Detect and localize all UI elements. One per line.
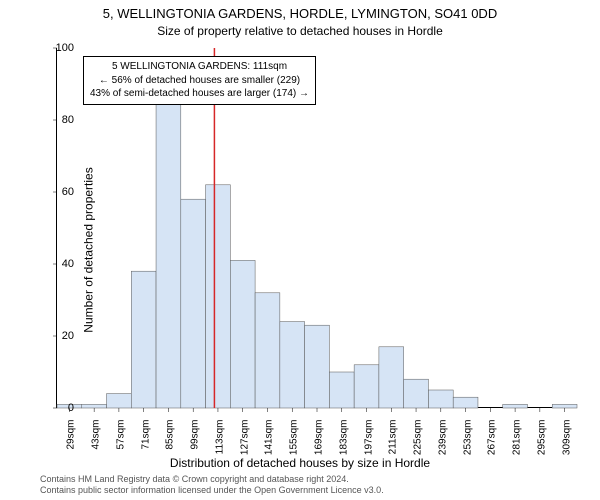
histogram-bar — [280, 322, 305, 408]
y-tick-label: 40 — [46, 258, 74, 270]
footer-line1: Contains HM Land Registry data © Crown c… — [40, 474, 349, 484]
x-tick-label: 253sqm — [462, 420, 473, 456]
histogram-bar — [107, 394, 132, 408]
y-tick-label: 20 — [46, 330, 74, 342]
annotation-line: 5 WELLINGTONIA GARDENS: 111sqm — [112, 61, 287, 72]
x-axis-label: Distribution of detached houses by size … — [0, 456, 600, 470]
histogram-bar — [329, 372, 354, 408]
y-tick-label: 60 — [46, 186, 74, 198]
histogram-bar — [428, 390, 453, 408]
x-tick-label: 43sqm — [91, 420, 102, 450]
y-tick-label: 0 — [46, 402, 74, 414]
x-tick-label: 309sqm — [561, 420, 572, 456]
footer-text: Contains HM Land Registry data © Crown c… — [40, 474, 384, 497]
x-tick-label: 295sqm — [536, 420, 547, 456]
histogram-bar — [206, 185, 231, 408]
histogram-bar — [181, 199, 206, 408]
x-tick-label: 169sqm — [314, 420, 325, 456]
annotation-box: 5 WELLINGTONIA GARDENS: 111sqm ← 56% of d… — [83, 56, 316, 105]
footer-line2: Contains public sector information licen… — [40, 485, 384, 495]
x-tick-label: 71sqm — [140, 420, 151, 450]
x-tick-label: 29sqm — [66, 420, 77, 450]
y-tick-label: 100 — [46, 42, 74, 54]
x-tick-label: 155sqm — [289, 420, 300, 456]
x-tick-label: 225sqm — [413, 420, 424, 456]
y-tick-label: 80 — [46, 114, 74, 126]
x-tick-label: 239sqm — [437, 420, 448, 456]
histogram-bar — [503, 404, 528, 408]
histogram-bar — [453, 397, 478, 408]
histogram-bar — [354, 365, 379, 408]
x-tick-label: 99sqm — [190, 420, 201, 450]
histogram-bar — [404, 379, 429, 408]
histogram-bar — [82, 404, 107, 408]
x-tick-label: 141sqm — [264, 420, 275, 456]
histogram-bar — [156, 98, 181, 408]
annotation-line: 43% of semi-detached houses are larger (… — [90, 88, 309, 99]
histogram-bar — [131, 271, 156, 408]
chart-container: 5, WELLINGTONIA GARDENS, HORDLE, LYMINGT… — [0, 0, 600, 500]
x-tick-label: 267sqm — [487, 420, 498, 456]
chart-subtitle: Size of property relative to detached ho… — [0, 24, 600, 38]
x-tick-label: 197sqm — [363, 420, 374, 456]
x-tick-label: 85sqm — [165, 420, 176, 450]
x-tick-label: 57sqm — [115, 420, 126, 450]
x-tick-label: 281sqm — [512, 420, 523, 456]
x-tick-label: 113sqm — [214, 420, 225, 455]
x-tick-label: 183sqm — [338, 420, 349, 456]
annotation-line: ← 56% of detached houses are smaller (22… — [99, 75, 300, 86]
histogram-bar — [305, 325, 330, 408]
x-tick-label: 127sqm — [239, 420, 250, 456]
histogram-bar — [379, 347, 404, 408]
histogram-bar — [255, 293, 280, 408]
chart-title: 5, WELLINGTONIA GARDENS, HORDLE, LYMINGT… — [0, 6, 600, 21]
histogram-bar — [230, 260, 255, 408]
x-tick-label: 211sqm — [388, 420, 399, 455]
histogram-bar — [552, 404, 577, 408]
